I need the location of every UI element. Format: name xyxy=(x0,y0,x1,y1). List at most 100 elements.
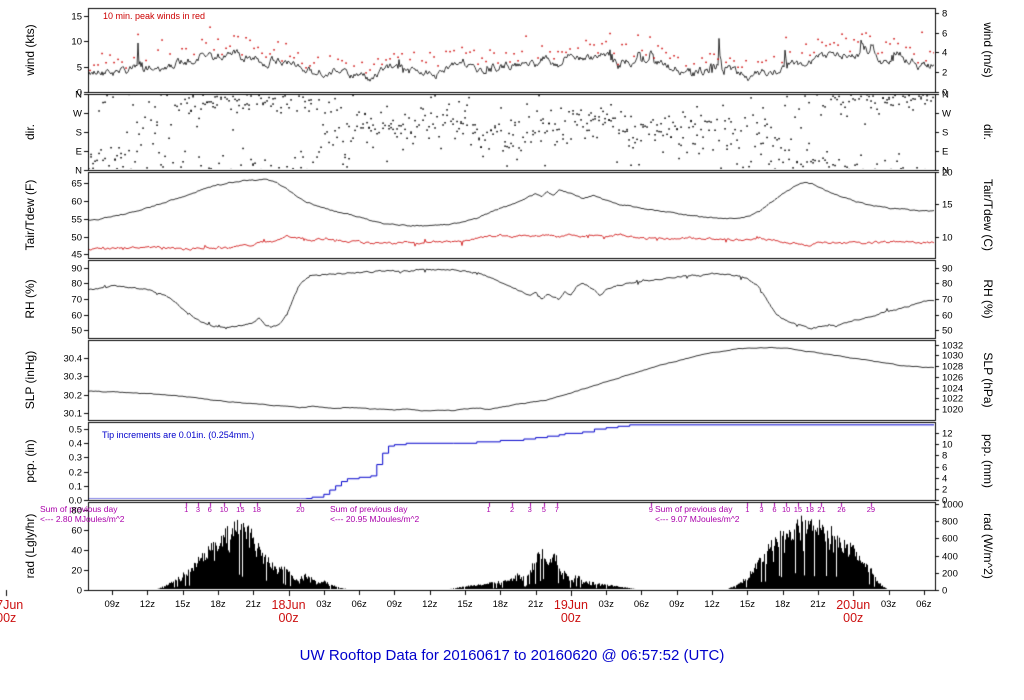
axis-label-pcp-right: pcp. (mm) xyxy=(981,434,995,488)
y-tick-label: 10 xyxy=(942,439,953,450)
y-tick-label: N xyxy=(75,165,82,176)
y-tick-label: 90 xyxy=(71,263,82,274)
y-tick-label: 70 xyxy=(942,294,953,305)
y-tick-label: 10 xyxy=(71,36,82,47)
x-tick-label: 09z xyxy=(669,599,685,610)
y-tick-label: 0.0 xyxy=(68,495,82,506)
axis-label-rad-right: rad (W/m^2) xyxy=(981,513,995,579)
rad-day-mark: 3 xyxy=(759,505,764,514)
y-tick-label: S xyxy=(75,127,82,138)
y-tick-label: 8 xyxy=(942,450,948,461)
rad-day-mark: 10 xyxy=(219,505,229,514)
y-tick-label: 0 xyxy=(76,87,82,98)
y-tick-label: 60 xyxy=(71,310,82,321)
y-tick-label: 60 xyxy=(71,525,82,536)
rad-day-mark: 5 xyxy=(541,505,546,514)
date-tick-label: 19Jun 00z xyxy=(553,598,588,625)
y-tick-label: 65 xyxy=(71,178,82,189)
y-tick-label: 12 xyxy=(942,428,953,439)
y-tick-label: 10 xyxy=(942,232,953,243)
y-tick-label: 60 xyxy=(71,196,82,207)
y-tick-label: N xyxy=(75,89,82,100)
y-tick-label: W xyxy=(73,108,82,119)
y-tick-label: 5 xyxy=(76,62,82,73)
date-tick-label: 18Jun 00z xyxy=(271,598,306,625)
y-tick-label: 45 xyxy=(71,249,82,260)
y-tick-label: 0 xyxy=(942,495,948,506)
x-tick-label: 15z xyxy=(739,599,756,610)
y-tick-label: 1028 xyxy=(942,361,964,372)
y-tick-label: 60 xyxy=(942,310,953,321)
y-tick-label: 80 xyxy=(942,278,953,289)
y-tick-label: 30.1 xyxy=(63,408,83,419)
rad-day-mark: 1 xyxy=(745,505,750,514)
axis-label-rad-left: rad (Lgly/hr) xyxy=(23,513,37,579)
axis-label-wind-right: wind (m/s) xyxy=(981,22,995,78)
y-tick-label: 40 xyxy=(71,545,82,556)
rad-day-mark: 6 xyxy=(207,505,212,514)
y-tick-label: 8 xyxy=(942,8,948,19)
y-tick-label: 0.1 xyxy=(68,481,82,492)
y-tick-label: 1022 xyxy=(942,393,964,404)
y-tick-label: 15 xyxy=(942,199,953,210)
rad-day-mark: 3 xyxy=(527,505,532,514)
x-tick-label: 06z xyxy=(916,599,932,610)
axis-label-dir-left: dir. xyxy=(23,123,37,141)
tip-increment-note: Tip increments are 0.01in. (0.254mm.) xyxy=(102,430,255,440)
y-tick-label: 800 xyxy=(942,516,958,527)
x-tick-label: 12z xyxy=(139,599,156,610)
axis-label-rh-right: RH (%) xyxy=(981,279,995,319)
rad-day-mark: 18 xyxy=(805,505,814,514)
x-tick-label: 21z xyxy=(245,599,261,610)
x-tick-label: 09z xyxy=(386,599,403,610)
rad-day-mark: 20 xyxy=(296,505,305,514)
rad-day-mark: 15 xyxy=(236,505,245,514)
rad-sum-note-1: Sum of previous day <--- 2.80 MJoules/m^… xyxy=(40,504,125,524)
rad-day-mark: 1 xyxy=(184,505,189,514)
rad-day-mark: 10 xyxy=(782,505,791,514)
y-tick-label: 0 xyxy=(942,87,948,98)
x-tick-label: 06z xyxy=(351,599,367,610)
y-tick-label: 0.5 xyxy=(68,424,82,435)
x-tick-label: 03z xyxy=(880,599,897,610)
axis-label-wind-left: wind (kts) xyxy=(23,24,37,76)
axis-label-slp-right: SLP (hPa) xyxy=(981,352,995,408)
y-tick-label: 0.2 xyxy=(68,467,82,478)
rad-day-mark: 2 xyxy=(509,505,515,514)
y-tick-label: 90 xyxy=(942,263,953,274)
rad-sum-note-2-line1: Sum of previous day xyxy=(330,504,408,514)
rad-sum-note-1-line1: Sum of previous day xyxy=(40,504,118,514)
y-tick-label: 6 xyxy=(942,462,948,473)
y-tick-label: 20 xyxy=(71,565,82,576)
y-tick-label: 0 xyxy=(76,585,82,596)
rad-day-mark: 3 xyxy=(195,505,201,514)
y-tick-label: 30.2 xyxy=(63,390,83,401)
y-tick-label: N xyxy=(942,165,949,176)
y-tick-label: E xyxy=(75,146,82,157)
x-tick-label: 03z xyxy=(316,599,332,610)
rad-sum-note-1-line2: <--- 2.80 MJoules/m^2 xyxy=(40,514,125,524)
y-tick-label: 0 xyxy=(942,585,948,596)
y-tick-label: 4 xyxy=(942,473,948,484)
peak-wind-note: 10 min. peak winds in red xyxy=(103,11,206,21)
rad-day-mark: 1 xyxy=(486,505,491,514)
x-tick-label: 18z xyxy=(774,599,791,610)
y-tick-label: N xyxy=(942,89,949,100)
y-tick-label: 1030 xyxy=(942,350,964,361)
x-tick-label: 18z xyxy=(210,599,226,610)
y-tick-label: S xyxy=(942,127,949,138)
y-tick-label: 0.4 xyxy=(68,438,82,449)
rad-day-mark: 7 xyxy=(554,505,559,514)
x-tick-label: 12z xyxy=(422,599,438,610)
axis-label-rh-left: RH (%) xyxy=(23,279,37,319)
x-tick-label: 21z xyxy=(527,599,544,610)
x-tick-label: 03z xyxy=(598,599,614,610)
rad-sum-note-3-line2: <--- 9.07 MJoules/m^2 xyxy=(655,514,740,524)
y-tick-label: 50 xyxy=(71,325,82,336)
rad-day-mark: 18 xyxy=(252,505,261,514)
y-tick-label: W xyxy=(942,108,951,119)
rad-sum-note-2: Sum of previous day <--- 20.95 MJoules/m… xyxy=(330,504,419,524)
rad-day-mark: 29 xyxy=(866,505,876,514)
x-tick-label: 15z xyxy=(457,599,473,610)
